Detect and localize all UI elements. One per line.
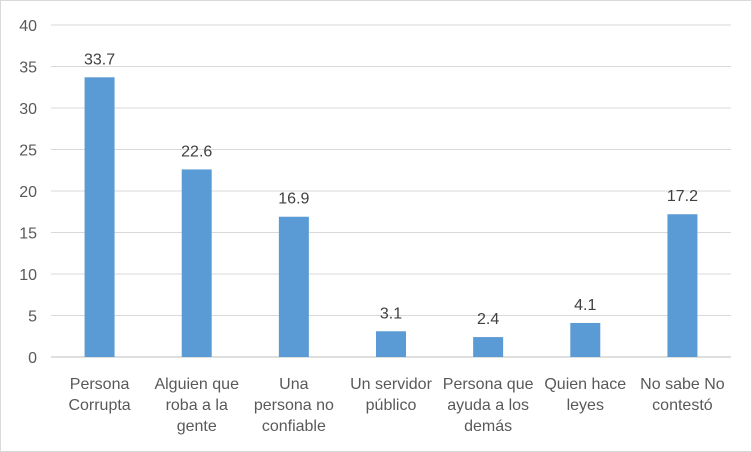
bar	[570, 322, 601, 357]
category-label-line: gente	[177, 418, 217, 435]
data-label: 22.6	[181, 143, 212, 160]
category-label: Quien hace leyes	[544, 376, 626, 414]
data-label: 16.9	[278, 191, 309, 208]
data-label: 17.2	[667, 188, 698, 205]
y-tick-label: 10	[19, 267, 37, 284]
category-label-line: roba a la	[166, 397, 228, 414]
bar	[473, 337, 504, 357]
data-label: 3.1	[380, 305, 402, 322]
y-tick-label: 15	[19, 226, 37, 243]
category-label: Persona que ayuda a los demás	[443, 376, 534, 435]
category-label: Persona Corrupta	[68, 376, 130, 414]
data-label: 2.4	[477, 311, 499, 328]
category-label-line: No sabe No	[640, 376, 725, 393]
category-label-line: Persona	[70, 376, 130, 393]
category-label-line: Corrupta	[68, 397, 130, 414]
bar	[667, 214, 698, 357]
category-label-line: confiable	[262, 418, 326, 435]
category-label-line: Quien hace	[544, 376, 626, 393]
category-label-line: Un servidor	[350, 376, 432, 393]
category-label: No sabe No contestó	[640, 376, 725, 414]
category-label: Un servidor público	[350, 376, 432, 414]
category-label-line: demás	[464, 418, 512, 435]
category-label-line: Persona que	[443, 376, 534, 393]
y-tick-label: 30	[19, 101, 37, 118]
category-label-line: Una	[279, 376, 308, 393]
category-label: Una persona no confiable	[254, 376, 334, 435]
bar	[278, 216, 309, 357]
y-tick-label: 40	[19, 18, 37, 35]
y-tick-label: 5	[28, 309, 37, 326]
category-label-line: persona no	[254, 397, 334, 414]
y-tick-label: 20	[19, 184, 37, 201]
category-label-line: contestó	[652, 397, 713, 414]
y-tick-label: 35	[19, 60, 37, 77]
data-label: 4.1	[574, 297, 596, 314]
category-label-line: leyes	[567, 397, 604, 414]
data-label: 33.7	[84, 51, 115, 68]
bar	[376, 331, 406, 357]
category-label-line: público	[366, 397, 417, 414]
y-tick-label: 0	[28, 350, 37, 367]
category-label-line: ayuda a los	[447, 397, 529, 414]
bar	[181, 169, 212, 357]
category-label-line: Alguien que	[154, 376, 239, 393]
category-label: Alguien que roba a la gente	[154, 376, 239, 435]
bar	[84, 77, 115, 357]
y-tick-label: 25	[19, 143, 37, 160]
